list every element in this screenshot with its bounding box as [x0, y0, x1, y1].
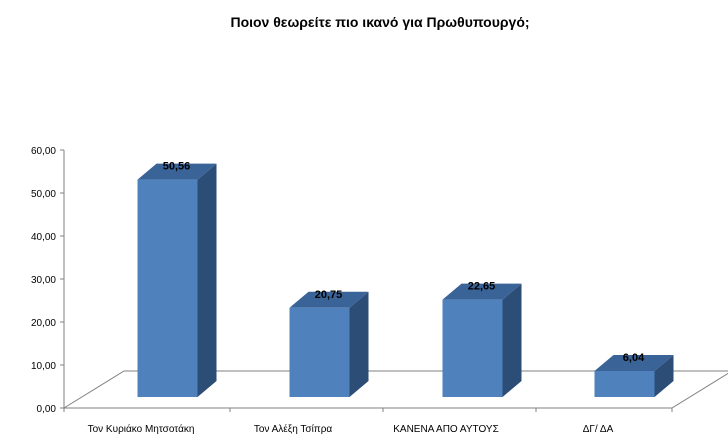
- category-label: Τον Κυριάκο Μητσοτάκη: [88, 423, 195, 435]
- y-tick-label: 60,00: [31, 146, 56, 157]
- data-label: 6,04: [623, 352, 645, 364]
- data-label: 22,65: [468, 281, 496, 293]
- category-label: ΔΓ/ ΔΑ: [583, 424, 614, 435]
- y-tick-label: 30,00: [31, 275, 56, 286]
- bar: [137, 179, 198, 397]
- bar-top: [594, 355, 674, 372]
- y-tick-label: 10,00: [31, 361, 56, 372]
- bar-top: [289, 291, 369, 308]
- bar-side: [502, 283, 522, 397]
- y-tick-label: 40,00: [31, 232, 56, 243]
- bar-top: [137, 163, 217, 180]
- bar: [594, 371, 655, 397]
- bar-top: [442, 283, 522, 300]
- data-label: 50,56: [163, 161, 191, 173]
- bar-side: [654, 355, 674, 397]
- bar: [442, 299, 503, 397]
- bar-side: [349, 291, 369, 397]
- chart-floor: [62, 370, 728, 409]
- category-label: Τον Αλέξη Τσίπρα: [254, 423, 333, 435]
- y-tick-label: 50,00: [31, 189, 56, 200]
- category-label: ΚΑΝΕΝΑ ΑΠΟ ΑΥΤΟΥΣ: [393, 424, 499, 435]
- bar: [289, 307, 350, 397]
- y-tick-label: 0,00: [37, 404, 57, 415]
- data-label: 20,75: [315, 289, 343, 301]
- bar-side: [197, 163, 217, 397]
- chart-title: Ποιον θεωρείτε πιο ικανό για Πρωθυπουργό…: [230, 14, 530, 30]
- y-tick-label: 20,00: [31, 318, 56, 329]
